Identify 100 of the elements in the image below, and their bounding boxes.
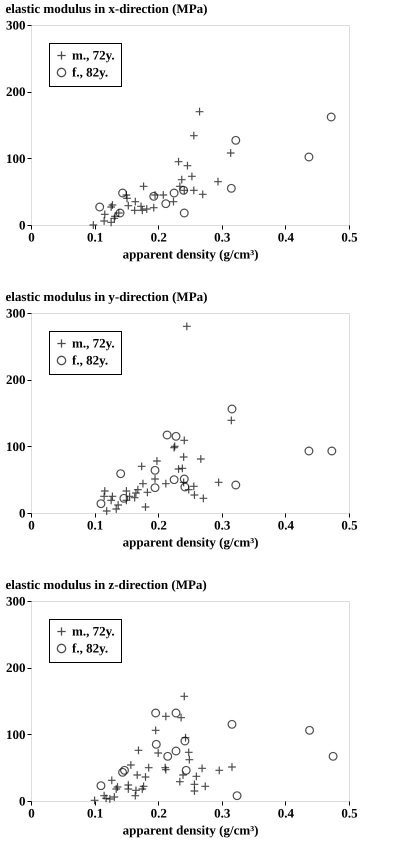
point bbox=[113, 782, 122, 792]
x-tick-label: 0.3 bbox=[214, 230, 231, 244]
point bbox=[139, 182, 148, 191]
point bbox=[226, 148, 236, 158]
point bbox=[326, 112, 336, 122]
point bbox=[190, 786, 199, 796]
point bbox=[214, 177, 222, 186]
point bbox=[122, 190, 131, 200]
point bbox=[231, 480, 240, 490]
x-tick-label: 0.4 bbox=[278, 518, 295, 532]
point bbox=[95, 202, 104, 212]
point bbox=[154, 748, 163, 758]
point bbox=[182, 161, 192, 170]
point bbox=[110, 792, 119, 802]
point bbox=[163, 752, 172, 761]
point bbox=[112, 504, 121, 514]
chart-title: elastic modulus in z-direction (MPa) bbox=[6, 577, 207, 592]
x-tick-label: 0.2 bbox=[150, 230, 167, 244]
point bbox=[228, 762, 236, 772]
point bbox=[180, 474, 189, 484]
point bbox=[196, 454, 206, 464]
point bbox=[172, 708, 180, 718]
y-tick-label: 200 bbox=[6, 372, 26, 388]
point bbox=[304, 446, 314, 456]
y-tick-label: 0 bbox=[19, 506, 26, 520]
y-tick-label: 300 bbox=[6, 18, 26, 32]
point bbox=[122, 194, 132, 203]
point bbox=[179, 452, 188, 462]
point bbox=[190, 780, 199, 789]
point bbox=[102, 794, 111, 803]
point bbox=[132, 770, 142, 780]
point bbox=[228, 720, 236, 729]
legend-label: m., 72y. bbox=[72, 48, 115, 62]
x-tick-label: 0.2 bbox=[150, 518, 167, 532]
point bbox=[182, 766, 191, 775]
point bbox=[198, 764, 207, 773]
y-tick-label: 300 bbox=[6, 594, 26, 608]
x-tick-label: 0.5 bbox=[341, 806, 358, 820]
x-tick-label: 0.1 bbox=[86, 806, 104, 820]
point bbox=[150, 466, 160, 475]
y-tick-label: 300 bbox=[6, 306, 26, 320]
x-tick-label: 0.4 bbox=[278, 806, 295, 820]
point bbox=[134, 746, 143, 755]
point bbox=[131, 488, 140, 498]
x-axis-title: apparent density (g/cm³) bbox=[122, 534, 258, 550]
legend-label: f., 82y. bbox=[72, 640, 108, 656]
point bbox=[170, 188, 179, 198]
point bbox=[162, 430, 172, 440]
y-tick-label: 100 bbox=[6, 150, 26, 166]
point bbox=[174, 157, 184, 166]
point bbox=[232, 791, 242, 800]
y-tick-label: 0 bbox=[19, 794, 26, 808]
chart-title: elastic modulus in x-direction (MPa) bbox=[6, 1, 208, 16]
point bbox=[106, 202, 116, 212]
point bbox=[231, 136, 240, 145]
point bbox=[170, 475, 179, 484]
point bbox=[112, 784, 121, 794]
point bbox=[141, 502, 150, 512]
point bbox=[100, 216, 109, 226]
x-tick-label: 0.1 bbox=[86, 518, 104, 532]
point bbox=[172, 746, 180, 756]
point bbox=[327, 446, 336, 456]
x-axis-title: apparent density (g/cm³) bbox=[122, 246, 258, 262]
point bbox=[150, 483, 160, 492]
point bbox=[180, 736, 190, 746]
point bbox=[178, 770, 188, 780]
y-tick-label: 0 bbox=[19, 218, 26, 232]
point bbox=[124, 784, 133, 794]
point bbox=[181, 733, 190, 742]
point bbox=[172, 432, 180, 441]
point bbox=[152, 456, 162, 466]
point bbox=[228, 404, 236, 414]
point bbox=[180, 208, 189, 218]
point bbox=[100, 486, 110, 496]
point bbox=[138, 784, 147, 794]
point bbox=[305, 726, 314, 735]
point bbox=[151, 708, 160, 718]
point bbox=[304, 152, 314, 162]
legend-label: m., 72y. bbox=[72, 624, 115, 638]
y-tick-label: 100 bbox=[6, 438, 26, 454]
y-tick-label: 100 bbox=[6, 726, 26, 742]
point bbox=[88, 220, 98, 230]
point bbox=[108, 200, 117, 210]
point bbox=[195, 107, 204, 116]
point bbox=[114, 500, 123, 510]
point bbox=[328, 752, 338, 761]
point bbox=[116, 469, 126, 478]
y-tick-label: 200 bbox=[6, 660, 26, 676]
x-tick-label: 0.4 bbox=[278, 230, 295, 244]
point bbox=[139, 782, 148, 791]
point bbox=[141, 772, 150, 782]
x-axis-title: apparent density (g/cm³) bbox=[122, 822, 258, 838]
x-tick-label: 0.2 bbox=[150, 806, 167, 820]
point bbox=[102, 506, 112, 516]
point bbox=[131, 786, 140, 795]
x-tick-label: 0.5 bbox=[341, 518, 358, 532]
point bbox=[96, 781, 106, 790]
point bbox=[150, 474, 160, 484]
x-tick-label: 0.5 bbox=[341, 230, 358, 244]
legend-label: f., 82y. bbox=[72, 64, 108, 80]
